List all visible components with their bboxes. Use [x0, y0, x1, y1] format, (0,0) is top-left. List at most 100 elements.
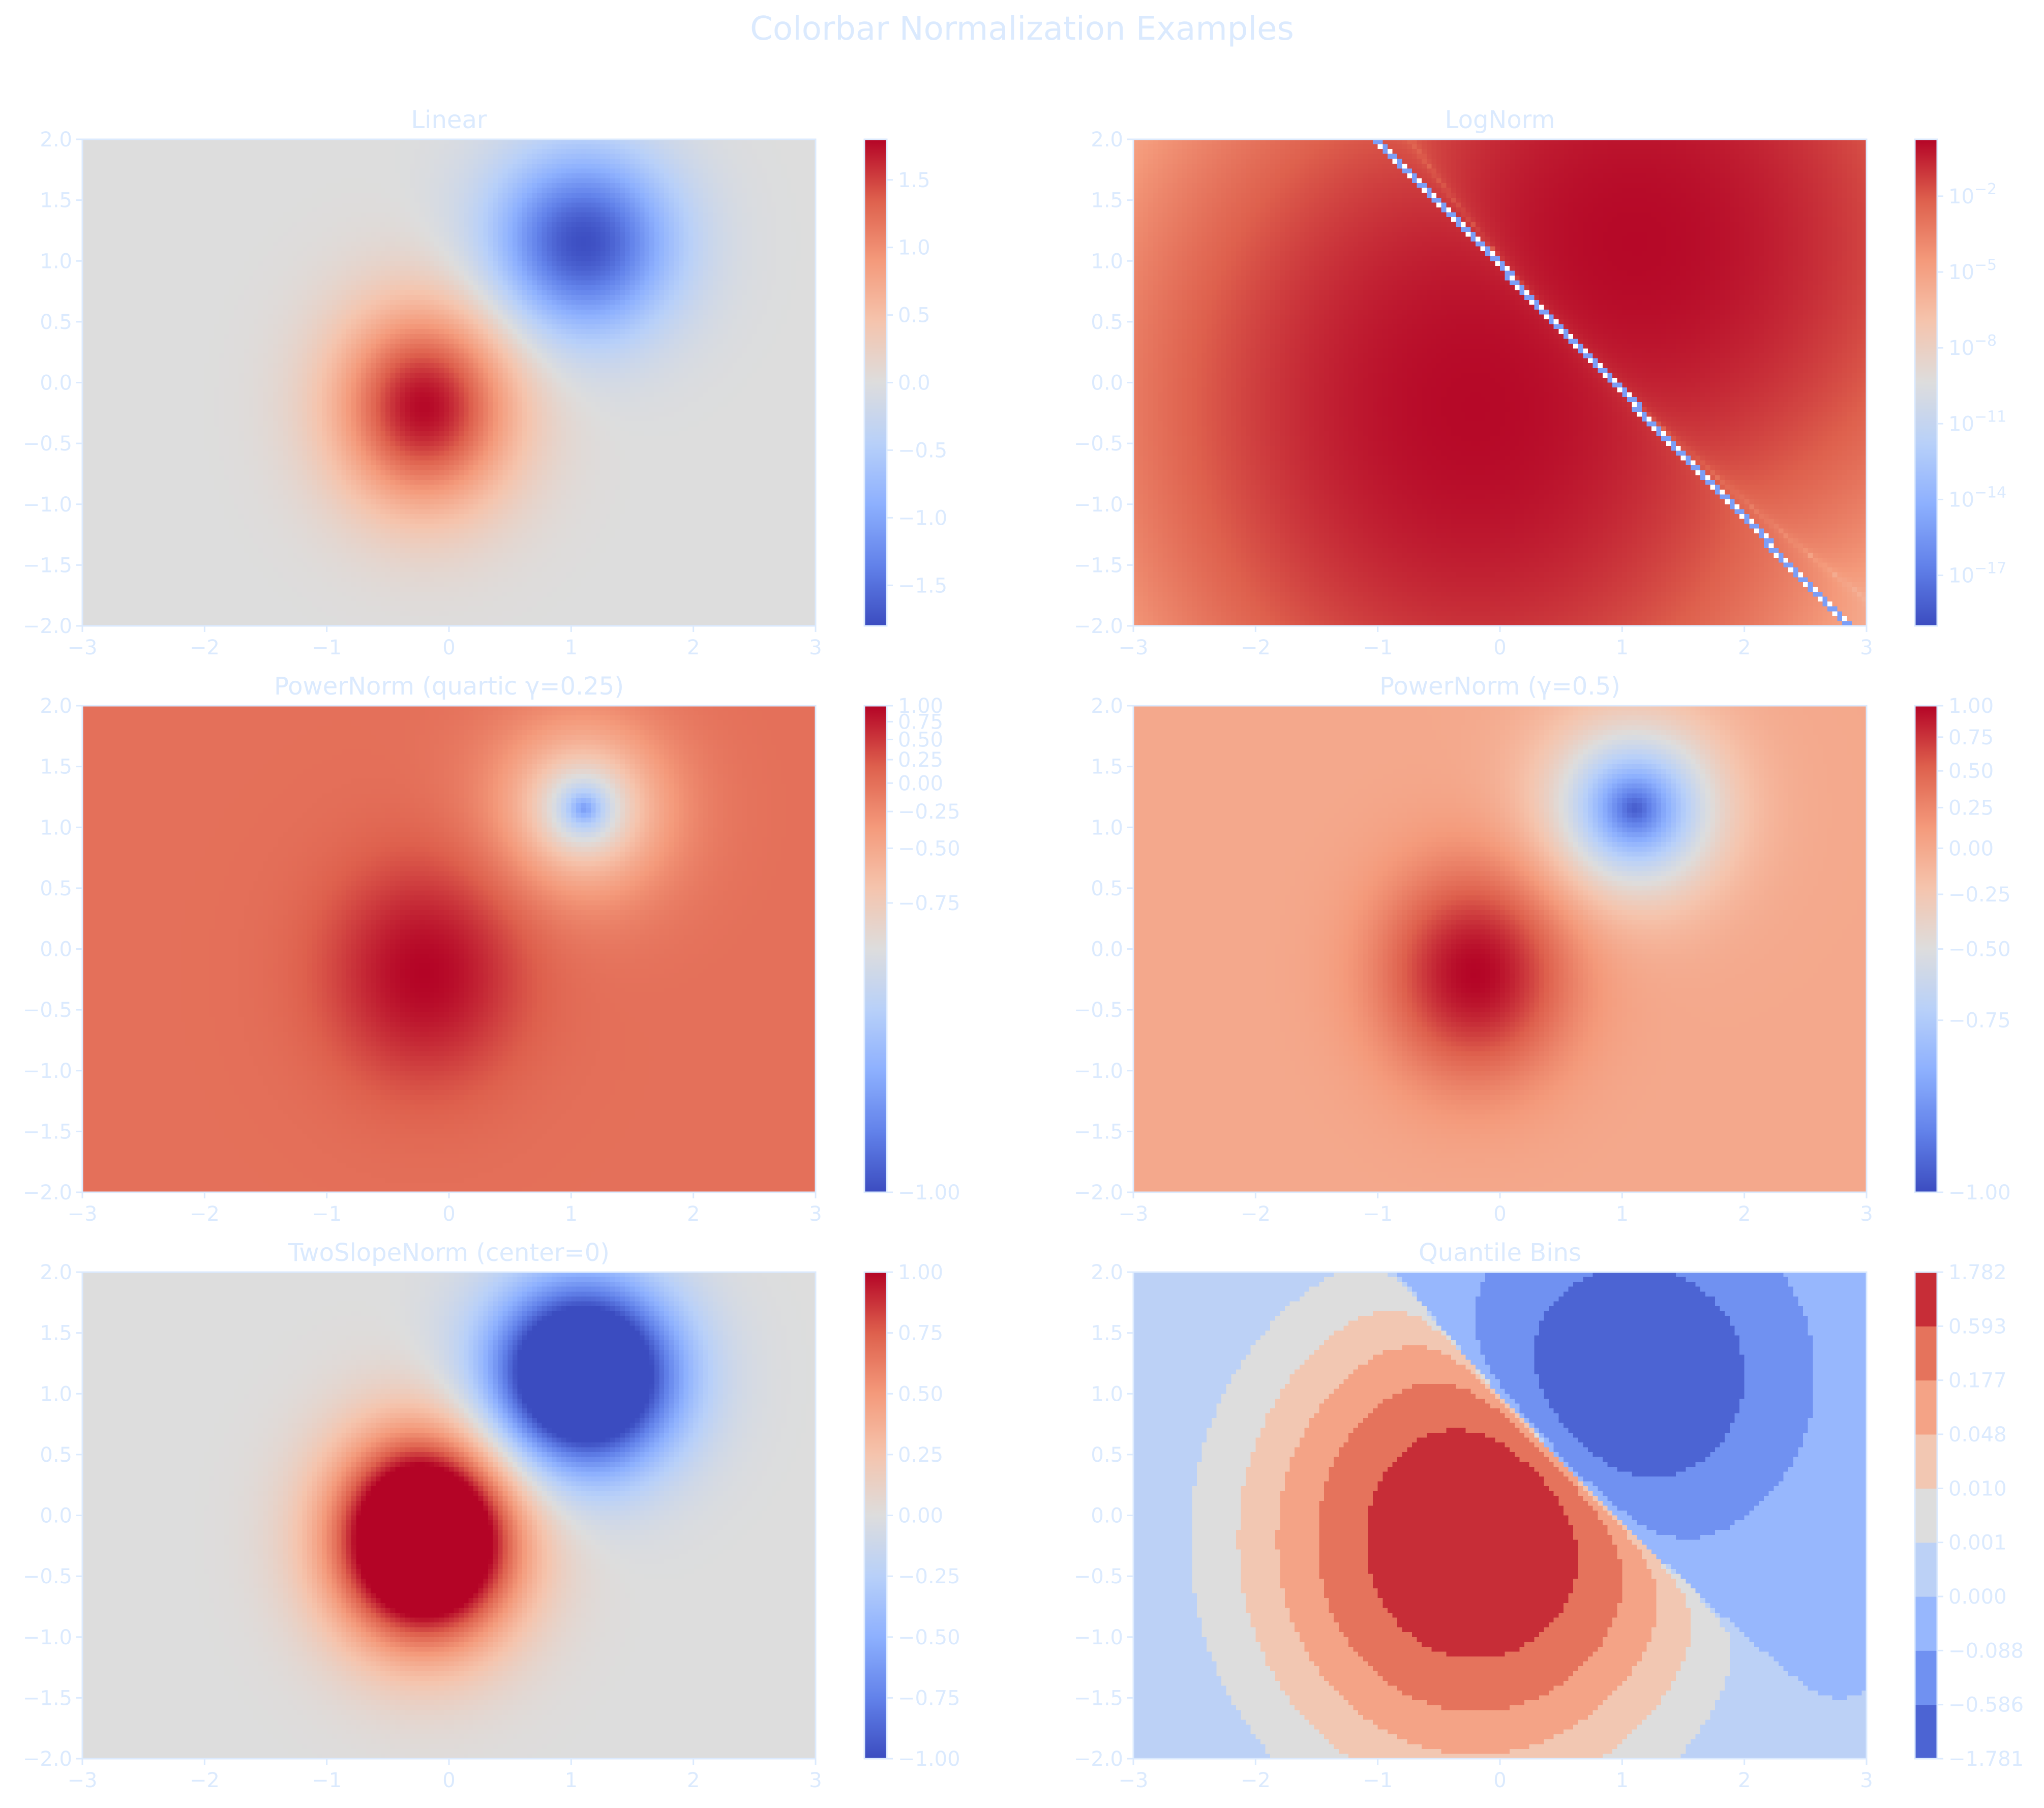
- y-tick-label: 2.0: [40, 695, 72, 718]
- figure-title: Colorbar Normalization Examples: [750, 10, 1294, 48]
- x-tick-label: −2: [190, 1202, 220, 1226]
- colorbar-tick-label: 0.010: [1948, 1477, 2007, 1500]
- y-tick-label: −0.5: [23, 432, 72, 456]
- colorbar-tick-label: 1.0: [898, 236, 930, 260]
- colorbar-bin: [1915, 1704, 1937, 1759]
- colorbar-gradient: [1915, 139, 1937, 626]
- y-tick-label: 1.0: [40, 250, 72, 273]
- panel-2: LogNorm −3 −2 −1 0 1 2 3 −2.0 −1.5 −1.0 −0.5 0.0 0.5 1…: [1074, 106, 2006, 659]
- colorbar-tick-label: 0.00: [1948, 837, 1994, 860]
- y-tick-label: 0.0: [1091, 938, 1123, 961]
- x-tick-label: −3: [68, 636, 98, 659]
- colorbar-tick-label: 0.25: [898, 748, 943, 772]
- colorbar: −1.00 −0.75 −0.50 −0.25 0.00 0.25 0.50 0.75 1.00: [863, 1261, 960, 1771]
- colorbar-bin: [1915, 1488, 1937, 1543]
- y-tick-label: 1.0: [1091, 816, 1123, 839]
- colorbar-tick-label: 0.50: [1948, 760, 1994, 783]
- x-tick-label: −1: [1363, 636, 1393, 659]
- x-tick-label: −1: [312, 1202, 342, 1226]
- heatmap-image: [82, 139, 816, 626]
- panel-title: PowerNorm (γ=0.5): [1379, 672, 1620, 701]
- y-tick-label: 1.5: [1091, 189, 1123, 213]
- colorbar-tick-label: 10−2: [1948, 180, 1997, 208]
- x-tick-label: 1: [565, 1202, 578, 1226]
- colorbar-tick-label: 0.177: [1948, 1369, 2007, 1393]
- y-tick-label: 0.0: [1091, 1504, 1123, 1528]
- y-tick-label: −1.5: [1074, 1120, 1123, 1143]
- colorbar-tick-label: 0.50: [898, 728, 943, 751]
- x-tick-label: 2: [687, 1769, 700, 1792]
- x-tick-label: 3: [809, 636, 822, 659]
- y-tick-label: −2.0: [23, 1181, 72, 1204]
- y-tick-label: −2.0: [1074, 1181, 1123, 1204]
- colorbar-tick-label: −0.75: [898, 892, 960, 915]
- x-tick-label: 0: [1493, 1202, 1506, 1226]
- colorbar-tick-label: 0.001: [1948, 1531, 2007, 1555]
- colorbar-gradient: [864, 1272, 887, 1759]
- y-tick-label: 2.0: [40, 128, 72, 152]
- colorbar-tick-label: −0.088: [1948, 1639, 2024, 1663]
- colorbar-tick-label: −0.5: [898, 439, 947, 462]
- colorbar-tick-label: −1.0: [898, 506, 947, 530]
- y-tick-label: −1.5: [1074, 554, 1123, 577]
- colorbar-tick-label: 1.00: [1948, 695, 1994, 718]
- y-tick-label: 0.5: [1091, 1443, 1123, 1467]
- x-tick-label: −1: [312, 636, 342, 659]
- y-tick-label: 1.0: [40, 1382, 72, 1406]
- x-tick-label: 1: [565, 1769, 578, 1792]
- x-tick-label: −2: [1241, 636, 1271, 659]
- x-tick-label: −3: [68, 1202, 98, 1226]
- x-tick-label: 0: [442, 636, 455, 659]
- colorbar-tick-label: −0.75: [1948, 1009, 2011, 1033]
- colorbar-frame: [1914, 138, 1938, 627]
- x-tick-label: 2: [687, 1202, 700, 1226]
- y-tick-label: 1.5: [40, 756, 72, 779]
- x-tick-label: −2: [1241, 1769, 1271, 1792]
- y-tick-label: 1.5: [1091, 1322, 1123, 1345]
- y-tick-label: 0.5: [1091, 877, 1123, 900]
- panel-title: Linear: [411, 106, 487, 134]
- x-tick-label: −3: [1119, 1202, 1149, 1226]
- x-tick-label: 0: [442, 1202, 455, 1226]
- y-tick-label: 1.5: [40, 189, 72, 213]
- heatmap-image: [82, 706, 816, 1192]
- colorbar-tick-label: −1.5: [898, 574, 947, 597]
- y-tick-label: 0.5: [40, 311, 72, 334]
- y-tick-label: 2.0: [1091, 695, 1123, 718]
- colorbar-frame: [863, 705, 888, 1193]
- colorbar: 10−17 10−14 10−11 10−8 10−5 10−2: [1914, 138, 2006, 627]
- x-tick-label: 1: [1616, 1202, 1629, 1226]
- panel-1: Linear −3 −2 −1 0 1 2 3 −2.0 −1.5 −1.0 −0.5 0.0 0.5 1.…: [23, 106, 947, 659]
- colorbar-tick-label: 10−5: [1948, 256, 1997, 284]
- y-tick-label: 0.0: [40, 938, 72, 961]
- x-tick-label: 3: [1860, 1202, 1873, 1226]
- y-tick-label: 0.5: [40, 1443, 72, 1467]
- x-tick-label: 0: [442, 1769, 455, 1792]
- y-tick-label: −1.5: [1074, 1686, 1123, 1710]
- colorbar-bin: [1915, 1596, 1937, 1651]
- panel-title: PowerNorm (quartic γ=0.25): [274, 672, 624, 701]
- colorbar-frame: [1914, 1271, 1938, 1760]
- x-tick-label: 3: [1860, 636, 1873, 659]
- y-tick-label: −0.5: [23, 999, 72, 1022]
- colorbar-tick-label: −0.25: [898, 800, 960, 824]
- x-tick-label: 0: [1493, 1769, 1506, 1792]
- colorbar: −1.781 −0.586 −0.088 0.000 0.001 0.010 0.048 0.…: [1914, 1261, 2024, 1771]
- colorbar-tick-label: −0.75: [898, 1686, 960, 1710]
- colorbar-tick-label: 0.75: [898, 1322, 943, 1345]
- panel-title: LogNorm: [1445, 106, 1555, 134]
- colorbar-tick-label: 0.25: [898, 1443, 943, 1467]
- y-tick-label: −2.0: [1074, 615, 1123, 638]
- y-tick-label: 0.0: [40, 1504, 72, 1528]
- y-tick-label: −1.0: [1074, 1060, 1123, 1083]
- colorbar-tick-label: 0.25: [1948, 796, 1994, 820]
- x-tick-label: −1: [1363, 1202, 1393, 1226]
- colorbar: −1.00 −0.75 −0.50 −0.25 0.00 0.25 0.50 0.75 1.00: [1914, 695, 2011, 1204]
- colorbar-tick-label: 0.50: [898, 1382, 943, 1406]
- colorbar-tick-label: −0.25: [898, 1565, 960, 1588]
- panel-title: TwoSlopeNorm (center=0): [288, 1239, 610, 1267]
- colorbar-bin: [1915, 1650, 1937, 1705]
- colorbar-bin: [1915, 1434, 1937, 1489]
- x-tick-label: −1: [1363, 1769, 1393, 1792]
- x-tick-label: −2: [190, 636, 220, 659]
